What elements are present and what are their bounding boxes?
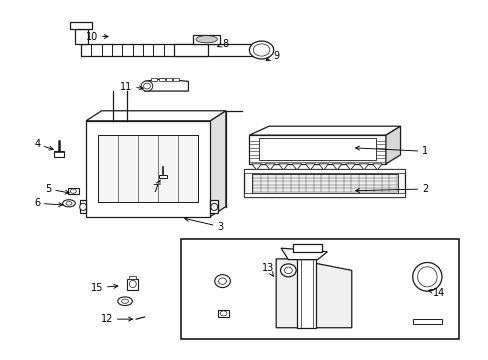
Bar bbox=[193, 35, 220, 44]
Text: 15: 15 bbox=[91, 283, 118, 293]
Bar bbox=[165, 78, 171, 81]
Polygon shape bbox=[210, 201, 217, 213]
Bar bbox=[86, 121, 210, 217]
Polygon shape bbox=[331, 164, 341, 170]
Bar bbox=[173, 44, 207, 56]
Ellipse shape bbox=[220, 311, 226, 316]
Ellipse shape bbox=[253, 44, 269, 56]
Bar bbox=[181, 239, 458, 338]
Text: 1: 1 bbox=[355, 146, 427, 156]
Ellipse shape bbox=[66, 202, 72, 205]
Text: 8: 8 bbox=[217, 39, 227, 49]
Text: 12: 12 bbox=[101, 314, 132, 324]
Polygon shape bbox=[80, 201, 86, 213]
Bar bbox=[127, 279, 138, 290]
Polygon shape bbox=[281, 248, 327, 260]
Polygon shape bbox=[358, 164, 368, 170]
Bar bbox=[293, 244, 321, 252]
Polygon shape bbox=[259, 138, 375, 160]
Polygon shape bbox=[144, 79, 188, 91]
Ellipse shape bbox=[129, 280, 136, 288]
Polygon shape bbox=[291, 164, 301, 170]
Text: 2: 2 bbox=[355, 184, 427, 194]
Text: 6: 6 bbox=[34, 198, 62, 208]
Ellipse shape bbox=[196, 36, 217, 43]
Ellipse shape bbox=[118, 297, 132, 306]
Ellipse shape bbox=[141, 81, 153, 91]
Polygon shape bbox=[305, 164, 315, 170]
Text: 3: 3 bbox=[184, 217, 223, 231]
Text: 7: 7 bbox=[152, 180, 160, 194]
Bar bbox=[98, 135, 198, 202]
Bar bbox=[217, 310, 229, 317]
Ellipse shape bbox=[122, 299, 128, 303]
Bar bbox=[412, 319, 441, 324]
Polygon shape bbox=[345, 164, 355, 170]
Polygon shape bbox=[276, 259, 351, 328]
Polygon shape bbox=[385, 126, 400, 164]
Polygon shape bbox=[249, 135, 385, 164]
Polygon shape bbox=[318, 164, 328, 170]
Bar bbox=[159, 175, 166, 178]
Bar bbox=[173, 78, 179, 81]
Bar bbox=[54, 151, 64, 157]
Bar bbox=[244, 169, 405, 197]
Polygon shape bbox=[264, 164, 274, 170]
Ellipse shape bbox=[210, 203, 217, 211]
Polygon shape bbox=[372, 164, 382, 170]
Ellipse shape bbox=[249, 41, 273, 59]
Text: 14: 14 bbox=[427, 288, 445, 298]
Text: 9: 9 bbox=[265, 51, 279, 61]
Text: 11: 11 bbox=[120, 82, 143, 92]
Bar bbox=[158, 78, 164, 81]
Ellipse shape bbox=[417, 267, 436, 287]
Polygon shape bbox=[249, 126, 400, 135]
Text: 4: 4 bbox=[34, 139, 53, 150]
Ellipse shape bbox=[280, 264, 296, 277]
Bar bbox=[151, 78, 157, 81]
Polygon shape bbox=[210, 111, 225, 217]
Ellipse shape bbox=[284, 267, 292, 274]
Bar bbox=[244, 169, 405, 173]
Polygon shape bbox=[278, 164, 288, 170]
Bar bbox=[251, 174, 397, 193]
Bar bbox=[70, 22, 92, 29]
Ellipse shape bbox=[70, 189, 76, 193]
Polygon shape bbox=[86, 111, 225, 121]
Bar bbox=[75, 29, 88, 44]
Ellipse shape bbox=[218, 278, 226, 284]
Bar bbox=[297, 259, 315, 328]
Polygon shape bbox=[81, 44, 261, 56]
Ellipse shape bbox=[62, 200, 75, 207]
Ellipse shape bbox=[412, 262, 441, 291]
Text: 10: 10 bbox=[86, 32, 108, 41]
Bar bbox=[244, 193, 405, 197]
Text: 13: 13 bbox=[261, 263, 273, 277]
Ellipse shape bbox=[214, 275, 230, 288]
Polygon shape bbox=[251, 164, 261, 170]
Text: 5: 5 bbox=[45, 184, 69, 194]
Bar bbox=[68, 188, 79, 194]
Ellipse shape bbox=[80, 203, 86, 211]
Bar bbox=[129, 276, 136, 279]
Ellipse shape bbox=[143, 83, 150, 89]
